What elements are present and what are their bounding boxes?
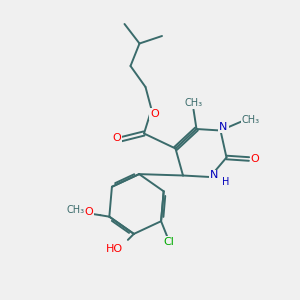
Text: Cl: Cl: [164, 237, 175, 247]
Text: O: O: [250, 154, 260, 164]
Text: HO: HO: [106, 244, 123, 254]
Text: H: H: [222, 177, 229, 188]
Text: CH₃: CH₃: [242, 115, 260, 125]
Text: O: O: [112, 133, 122, 143]
Text: N: N: [210, 170, 219, 181]
Text: O: O: [85, 207, 93, 217]
Text: N: N: [219, 122, 228, 133]
Text: CH₃: CH₃: [184, 98, 202, 109]
Text: O: O: [150, 109, 159, 119]
Text: CH₃: CH₃: [66, 205, 84, 215]
